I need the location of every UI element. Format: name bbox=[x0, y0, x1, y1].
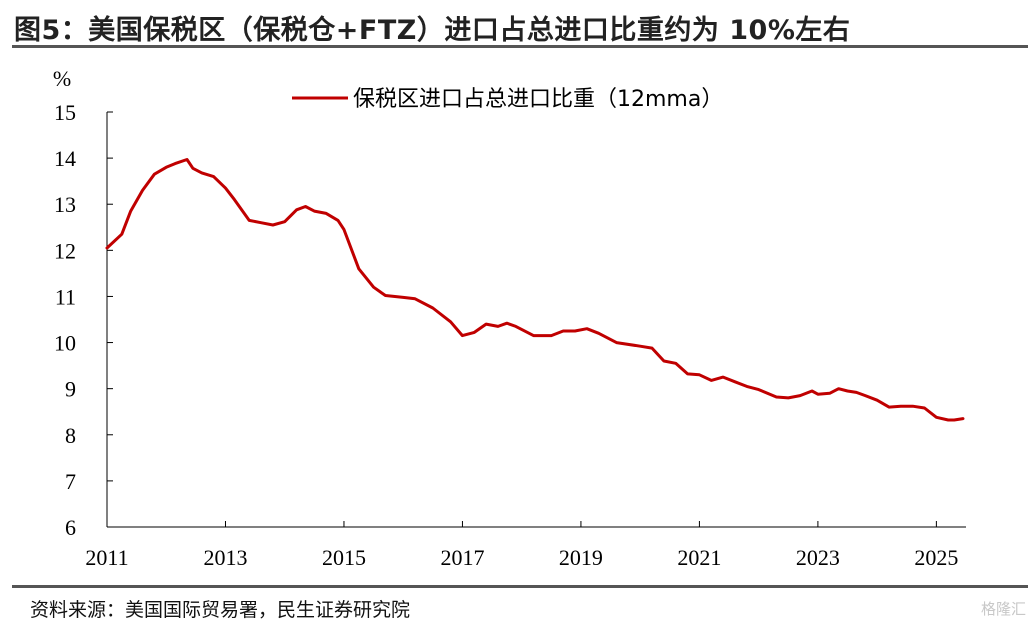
y-tick-label: 11 bbox=[55, 284, 76, 309]
y-tick-label: 6 bbox=[65, 515, 76, 540]
y-tick-label: 13 bbox=[54, 192, 76, 217]
series-layer bbox=[105, 158, 965, 422]
chart-axes bbox=[106, 112, 966, 528]
y-tick-label: 9 bbox=[65, 377, 76, 402]
y-tick-label: 10 bbox=[54, 331, 76, 356]
y-tick-label: 7 bbox=[65, 469, 76, 494]
chart-legend: 保税区进口占总进口比重（12mma） bbox=[292, 87, 723, 112]
y-axis-unit: % bbox=[53, 66, 71, 91]
x-tick-label: 2015 bbox=[322, 545, 366, 570]
y-tick-label: 12 bbox=[54, 238, 76, 263]
title-rule bbox=[12, 45, 1028, 48]
x-tick-label: 2011 bbox=[85, 545, 128, 570]
x-tick-label: 2013 bbox=[203, 545, 247, 570]
x-tick-label: 2023 bbox=[796, 545, 840, 570]
figure-title: 图5：美国保税区（保税仓+FTZ）进口占总进口比重约为 10%左右 bbox=[14, 15, 851, 46]
watermark: 格隆汇 bbox=[980, 600, 1026, 618]
series-line bbox=[105, 158, 965, 422]
source-rule bbox=[12, 585, 1028, 588]
source-note: 资料来源：美国国际贸易署，民生证券研究院 bbox=[30, 599, 411, 621]
y-tick-label: 15 bbox=[54, 100, 76, 125]
x-tick-label: 2017 bbox=[440, 545, 484, 570]
x-tick-label: 2019 bbox=[559, 545, 603, 570]
y-tick-label: 8 bbox=[65, 423, 76, 448]
line-chart: % 6 7 8 9 10 11 12 13 14 15 2011 2013 2015 2017 2019 20… bbox=[53, 66, 966, 570]
x-tick-label: 2021 bbox=[677, 545, 721, 570]
x-tick-label: 2025 bbox=[914, 545, 958, 570]
axis-ticks: 6 7 8 9 10 11 12 13 14 15 2011 2013 2015 2017 2019 2021… bbox=[54, 100, 958, 570]
legend-label: 保税区进口占总进口比重（12mma） bbox=[353, 87, 723, 112]
y-tick-label: 14 bbox=[54, 146, 76, 171]
